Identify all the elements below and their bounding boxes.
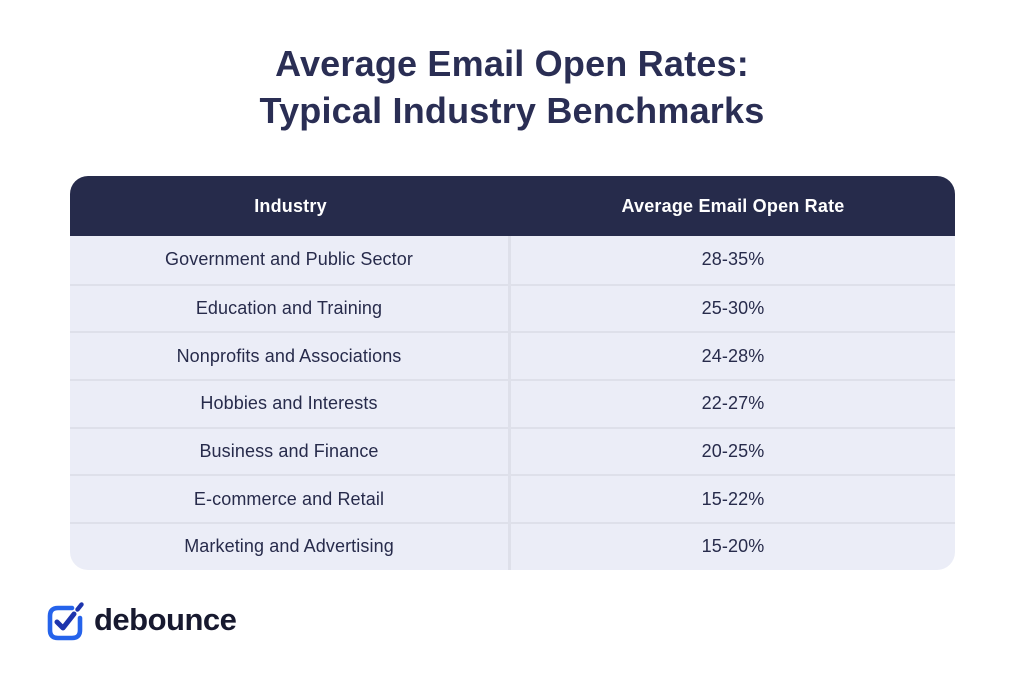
page-title-line-1: Average Email Open Rates: — [275, 43, 749, 84]
header-industry: Industry — [254, 195, 327, 216]
rate-cell: 15-20% — [701, 536, 765, 557]
benchmarks-table: Industry Average Email Open Rate Governm… — [70, 176, 955, 570]
table-header-row: Industry Average Email Open Rate — [70, 176, 955, 236]
table-row: Education and Training 25-30% — [70, 283, 955, 332]
industry-cell: Education and Training — [70, 285, 511, 332]
table-row: Hobbies and Interests 22-27% — [70, 379, 955, 427]
industry-cell: E-commerce and Retail — [70, 476, 511, 523]
header-open-rate: Average Email Open Rate — [621, 195, 845, 216]
rate-cell: 15-22% — [701, 488, 765, 509]
page-title-line-2: Typical Industry Benchmarks — [259, 90, 765, 131]
rate-cell: 25-30% — [701, 298, 765, 319]
industry-cell: Marketing and Advertising — [70, 524, 511, 570]
table-row: E-commerce and Retail 15-22% — [70, 474, 955, 523]
debounce-logo: debounce — [45, 601, 237, 643]
rate-cell: 24-28% — [701, 345, 765, 366]
rate-cell: 22-27% — [701, 393, 765, 414]
page-title: Average Email Open Rates: Typical Indust… — [0, 40, 1024, 134]
industry-cell: Government and Public Sector — [70, 236, 511, 284]
industry-cell: Hobbies and Interests — [70, 381, 511, 427]
table-row: Government and Public Sector 28-35% — [70, 236, 955, 284]
brand-wordmark: debounce — [94, 602, 237, 637]
table-row: Nonprofits and Associations 24-28% — [70, 331, 955, 380]
industry-cell: Business and Finance — [70, 428, 511, 475]
table-row: Business and Finance 20-25% — [70, 426, 955, 475]
rate-cell: 20-25% — [701, 441, 765, 462]
check-badge-icon — [45, 601, 85, 643]
industry-cell: Nonprofits and Associations — [70, 333, 511, 380]
table-row: Marketing and Advertising 15-20% — [70, 522, 955, 570]
table-body: Government and Public Sector 28-35% Educ… — [70, 236, 955, 570]
rate-cell: 28-35% — [701, 249, 765, 270]
